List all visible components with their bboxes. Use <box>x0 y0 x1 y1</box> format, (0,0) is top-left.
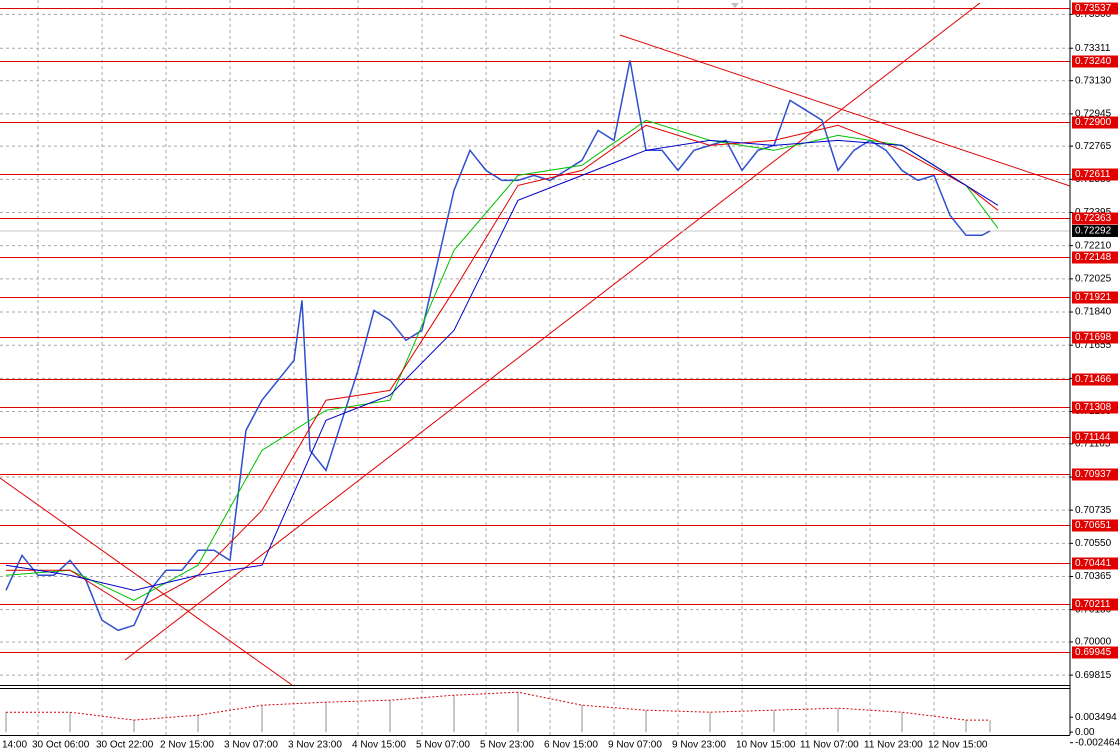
trend-lines <box>0 2 1070 685</box>
y-tick-label: 0.72025 <box>1075 273 1112 284</box>
level-label: 0.69945 <box>1075 647 1112 658</box>
trend-line <box>124 2 981 661</box>
y-tick-label: 0.69815 <box>1075 670 1112 681</box>
osc-line <box>6 691 990 721</box>
osc-bar <box>517 692 519 733</box>
x-tick-label: 14:00 <box>2 740 27 751</box>
y-tick-label: 0.71840 <box>1075 307 1112 318</box>
x-tick-label: 30 Oct 22:00 <box>96 740 154 751</box>
moving-average <box>6 124 999 611</box>
level-label-box <box>1072 401 1118 414</box>
x-tick-label: 3 Nov 07:00 <box>224 740 278 751</box>
y-tick-label: 0.70365 <box>1075 571 1112 582</box>
moving-average <box>5 139 999 591</box>
oscillator <box>5 691 991 733</box>
osc-bar <box>901 712 903 733</box>
osc-y-tick-label: 0.003494 <box>1075 712 1117 723</box>
moving-average <box>5 119 999 601</box>
level-label: 0.72611 <box>1075 169 1111 180</box>
x-tick-label: 30 Oct 06:00 <box>32 740 90 751</box>
level-label-box <box>1072 598 1118 611</box>
x-tick-label: 3 Nov 23:00 <box>288 740 342 751</box>
level-label-box <box>1072 373 1118 386</box>
level-label-box <box>1072 331 1118 344</box>
x-tick-label: 4 Nov 15:00 <box>352 740 406 751</box>
osc-bar <box>709 712 711 733</box>
level-label-box <box>1072 431 1118 444</box>
y-tick-label: 0.72945 <box>1075 109 1112 120</box>
level-label: 0.71144 <box>1075 432 1111 443</box>
level-label: 0.70937 <box>1075 469 1112 480</box>
level-label-box <box>1072 251 1118 264</box>
level-label: 0.70651 <box>1075 520 1112 531</box>
level-label: 0.70211 <box>1075 599 1111 610</box>
x-tick-label: 6 Nov 15:00 <box>544 740 598 751</box>
x-tick-label: 2 Nov 15:00 <box>160 740 214 751</box>
y-tick-label: 0.71655 <box>1075 340 1112 351</box>
current-price-label: 0.72292 <box>1075 226 1112 237</box>
osc-bar <box>453 695 455 733</box>
x-tick-label: 9 Nov 23:00 <box>672 740 726 751</box>
x-tick-label: 9 Nov 07:00 <box>608 740 662 751</box>
y-tick-label: 0.70735 <box>1075 505 1112 516</box>
y-tick-label: 0.70550 <box>1075 538 1112 549</box>
osc-bar <box>389 700 391 733</box>
osc-y-tick-label: -0.002464 <box>1075 737 1120 748</box>
y-tick-label: 0.71105 <box>1075 438 1111 449</box>
level-label-box <box>1072 646 1118 659</box>
level-label: 0.72148 <box>1075 252 1112 263</box>
level-label-box <box>1072 468 1118 481</box>
levels <box>0 8 1070 653</box>
osc-bar <box>325 702 327 733</box>
level-label: 0.72900 <box>1075 117 1112 128</box>
osc-bar <box>989 720 991 733</box>
level-label: 0.71466 <box>1075 374 1112 385</box>
y-tick-label: 0.73130 <box>1075 75 1112 86</box>
osc-bar <box>837 708 839 733</box>
level-label: 0.72363 <box>1075 213 1112 224</box>
level-label: 0.73537 <box>1075 3 1112 14</box>
y-tick-label: 0.72210 <box>1075 240 1112 251</box>
level-label-box <box>1072 2 1118 15</box>
level-label: 0.70441 <box>1075 558 1112 569</box>
level-label-box <box>1072 557 1118 570</box>
osc-bar <box>581 705 583 733</box>
osc-bar <box>965 720 967 733</box>
level-label: 0.71921 <box>1075 292 1112 303</box>
x-tick-label: 5 Nov 23:00 <box>480 740 534 751</box>
osc-bar <box>69 712 71 733</box>
shift-marker <box>731 3 739 8</box>
osc-bar <box>197 715 199 733</box>
osc-bar <box>133 720 135 733</box>
osc-bar <box>773 710 775 733</box>
level-label: 0.73240 <box>1075 56 1112 67</box>
x-tick-label: 11 Nov 23:00 <box>864 740 923 751</box>
price-line <box>5 60 991 632</box>
trend-line <box>0 477 293 685</box>
x-tick-label: 5 Nov 07:00 <box>416 740 470 751</box>
level-label-box <box>1072 116 1118 129</box>
x-tick-label: 12 Nov 15:00 <box>928 740 988 751</box>
osc-bar <box>645 710 647 733</box>
osc-bar <box>5 712 7 733</box>
current-price-box <box>1072 224 1118 237</box>
level-label-box <box>1072 291 1118 304</box>
osc-bar <box>261 705 263 733</box>
level-label-box <box>1072 168 1118 181</box>
level-label: 0.71308 <box>1075 402 1112 413</box>
level-label-box <box>1072 519 1118 532</box>
y-tick-label: 0.72765 <box>1075 141 1112 152</box>
series <box>0 60 1070 632</box>
y-tick-label: 0.73311 <box>1075 43 1111 54</box>
level-label-box <box>1072 55 1118 68</box>
level-label-box <box>1072 212 1118 225</box>
y-tick-label: 0.70000 <box>1075 637 1112 648</box>
trend-line <box>619 34 1070 187</box>
x-tick-label: 10 Nov 15:00 <box>736 740 796 751</box>
level-label: 0.71698 <box>1075 332 1112 343</box>
osc-y-tick-label: 0.00 <box>1075 727 1095 738</box>
x-tick-label: 11 Nov 07:00 <box>800 740 859 751</box>
